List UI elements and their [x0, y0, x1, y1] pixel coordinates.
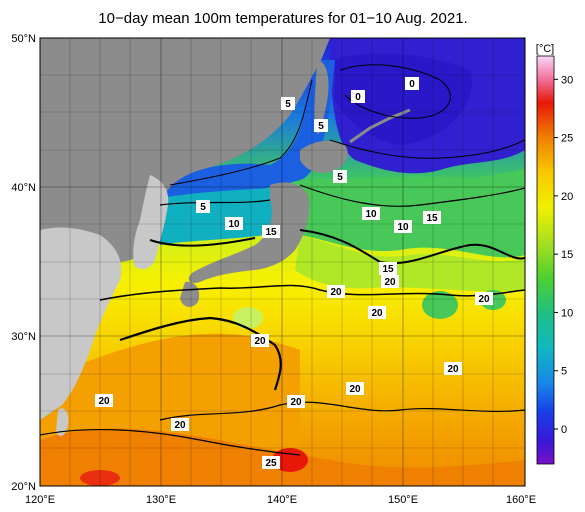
isotherm-20-south	[159, 401, 525, 421]
isotherm-20	[99, 284, 525, 301]
korean-peninsula	[133, 175, 169, 270]
svg-text:25: 25	[265, 458, 277, 469]
contour-label: 20	[381, 275, 399, 288]
contour-label: 5	[196, 200, 210, 213]
kuroshio-path	[119, 316, 282, 391]
contour-label: 20	[287, 395, 305, 408]
contour-label: 10	[225, 217, 243, 230]
contour-label: 25	[262, 456, 280, 469]
warm-eddy-south	[272, 448, 308, 472]
colorbar-ticks: 30 25 20 15 10 5 0	[554, 74, 573, 436]
warm-eddy-southwest	[80, 470, 120, 486]
isotherm-15-kuroshio-front	[149, 229, 525, 265]
svg-text:20: 20	[478, 294, 490, 305]
colorbar-tick-label: 20	[561, 191, 573, 203]
contour-label: 15	[379, 262, 397, 275]
contour-label: 20	[444, 362, 462, 375]
isotherm-25	[40, 428, 301, 456]
lon-label: 130°E	[146, 494, 176, 506]
contour-label: 5	[314, 119, 328, 132]
lon-label: 160°E	[506, 494, 536, 506]
japan-honshu	[188, 182, 310, 283]
svg-text:5: 5	[285, 99, 291, 110]
svg-text:10: 10	[365, 209, 377, 220]
cool-eddy-kuroshio	[233, 307, 263, 329]
contour-label: 15	[423, 211, 441, 224]
contour-label: 0	[405, 77, 419, 90]
contour-label: 20	[346, 382, 364, 395]
colorbar-tick-label: 0	[561, 424, 567, 436]
contour-label: 10	[362, 207, 380, 220]
colorbar-scale	[536, 55, 555, 465]
longitude-axis-labels: 120°E 130°E 140°E 150°E 160°E	[25, 494, 536, 506]
colorbar: [°C] 30 25 20 15 10 5 0	[536, 43, 573, 465]
contour-label: 15	[262, 225, 280, 238]
svg-text:20: 20	[447, 364, 459, 375]
svg-text:20: 20	[349, 384, 361, 395]
svg-text:5: 5	[200, 202, 206, 213]
lon-label: 150°E	[388, 494, 418, 506]
colorbar-tick-label: 15	[561, 249, 573, 261]
svg-text:5: 5	[318, 121, 324, 132]
svg-text:20: 20	[384, 277, 396, 288]
contour-label: 5	[333, 170, 347, 183]
lat-label: 20°N	[11, 481, 36, 493]
map-title: 10−day mean 100m temperatures for 01−10 …	[98, 10, 467, 27]
colorbar-unit-label: [°C]	[536, 43, 554, 55]
svg-text:15: 15	[426, 213, 438, 224]
contour-label: 20	[171, 418, 189, 431]
okhotsk-cold-water	[335, 53, 472, 145]
svg-text:20: 20	[371, 308, 383, 319]
transition-zone	[295, 235, 525, 292]
kuril-islands	[349, 108, 411, 144]
contour-label: 20	[475, 292, 493, 305]
svg-text:10: 10	[397, 222, 409, 233]
svg-text:15: 15	[382, 264, 394, 275]
svg-text:20: 20	[174, 420, 186, 431]
sea-of-japan-cold-water	[160, 60, 335, 200]
contour-label: 20	[327, 285, 345, 298]
yellow-eddy-east	[422, 291, 458, 319]
svg-text:20: 20	[254, 336, 266, 347]
lat-label: 30°N	[11, 331, 36, 343]
lat-label: 50°N	[11, 33, 36, 45]
lon-label: 120°E	[25, 494, 55, 506]
svg-text:5: 5	[337, 172, 343, 183]
svg-text:15: 15	[265, 227, 277, 238]
japan-kyushu	[180, 281, 200, 307]
contour-label: 5	[281, 97, 295, 110]
isotherm-5	[169, 79, 525, 186]
isotherm-10	[159, 184, 525, 207]
mixed-water-region	[300, 168, 525, 258]
sakhalin	[314, 60, 329, 135]
colorbar-tick-label: 30	[561, 74, 573, 86]
asia-continent	[40, 38, 330, 420]
svg-text:0: 0	[355, 92, 361, 103]
svg-text:0: 0	[409, 79, 415, 90]
contour-label: 20	[95, 394, 113, 407]
svg-text:20: 20	[290, 397, 302, 408]
contour-label: 20	[251, 334, 269, 347]
map-frame	[39, 37, 526, 487]
colorbar-tick-label: 5	[561, 366, 567, 378]
japan-hokkaido	[300, 140, 348, 173]
contour-labels: 0 0 5 5 5 5 10 15 10 10 15 15 20 20 20 2…	[95, 77, 493, 469]
contour-label: 20	[368, 306, 386, 319]
latitude-axis-labels: 50°N 40°N 30°N 20°N	[11, 33, 36, 493]
isotherm-0	[339, 64, 451, 119]
lon-label: 140°E	[267, 494, 297, 506]
contour-label: 10	[394, 220, 412, 233]
colorbar-tick-label: 25	[561, 133, 573, 145]
svg-text:20: 20	[330, 287, 342, 298]
contour-label: 0	[351, 90, 365, 103]
svg-text:20: 20	[98, 396, 110, 407]
svg-text:10: 10	[228, 219, 240, 230]
isotherm-contours	[40, 64, 525, 456]
lat-label: 40°N	[11, 182, 36, 194]
china-coast	[40, 227, 122, 420]
colorbar-tick-label: 10	[561, 307, 573, 319]
taiwan	[56, 408, 69, 436]
